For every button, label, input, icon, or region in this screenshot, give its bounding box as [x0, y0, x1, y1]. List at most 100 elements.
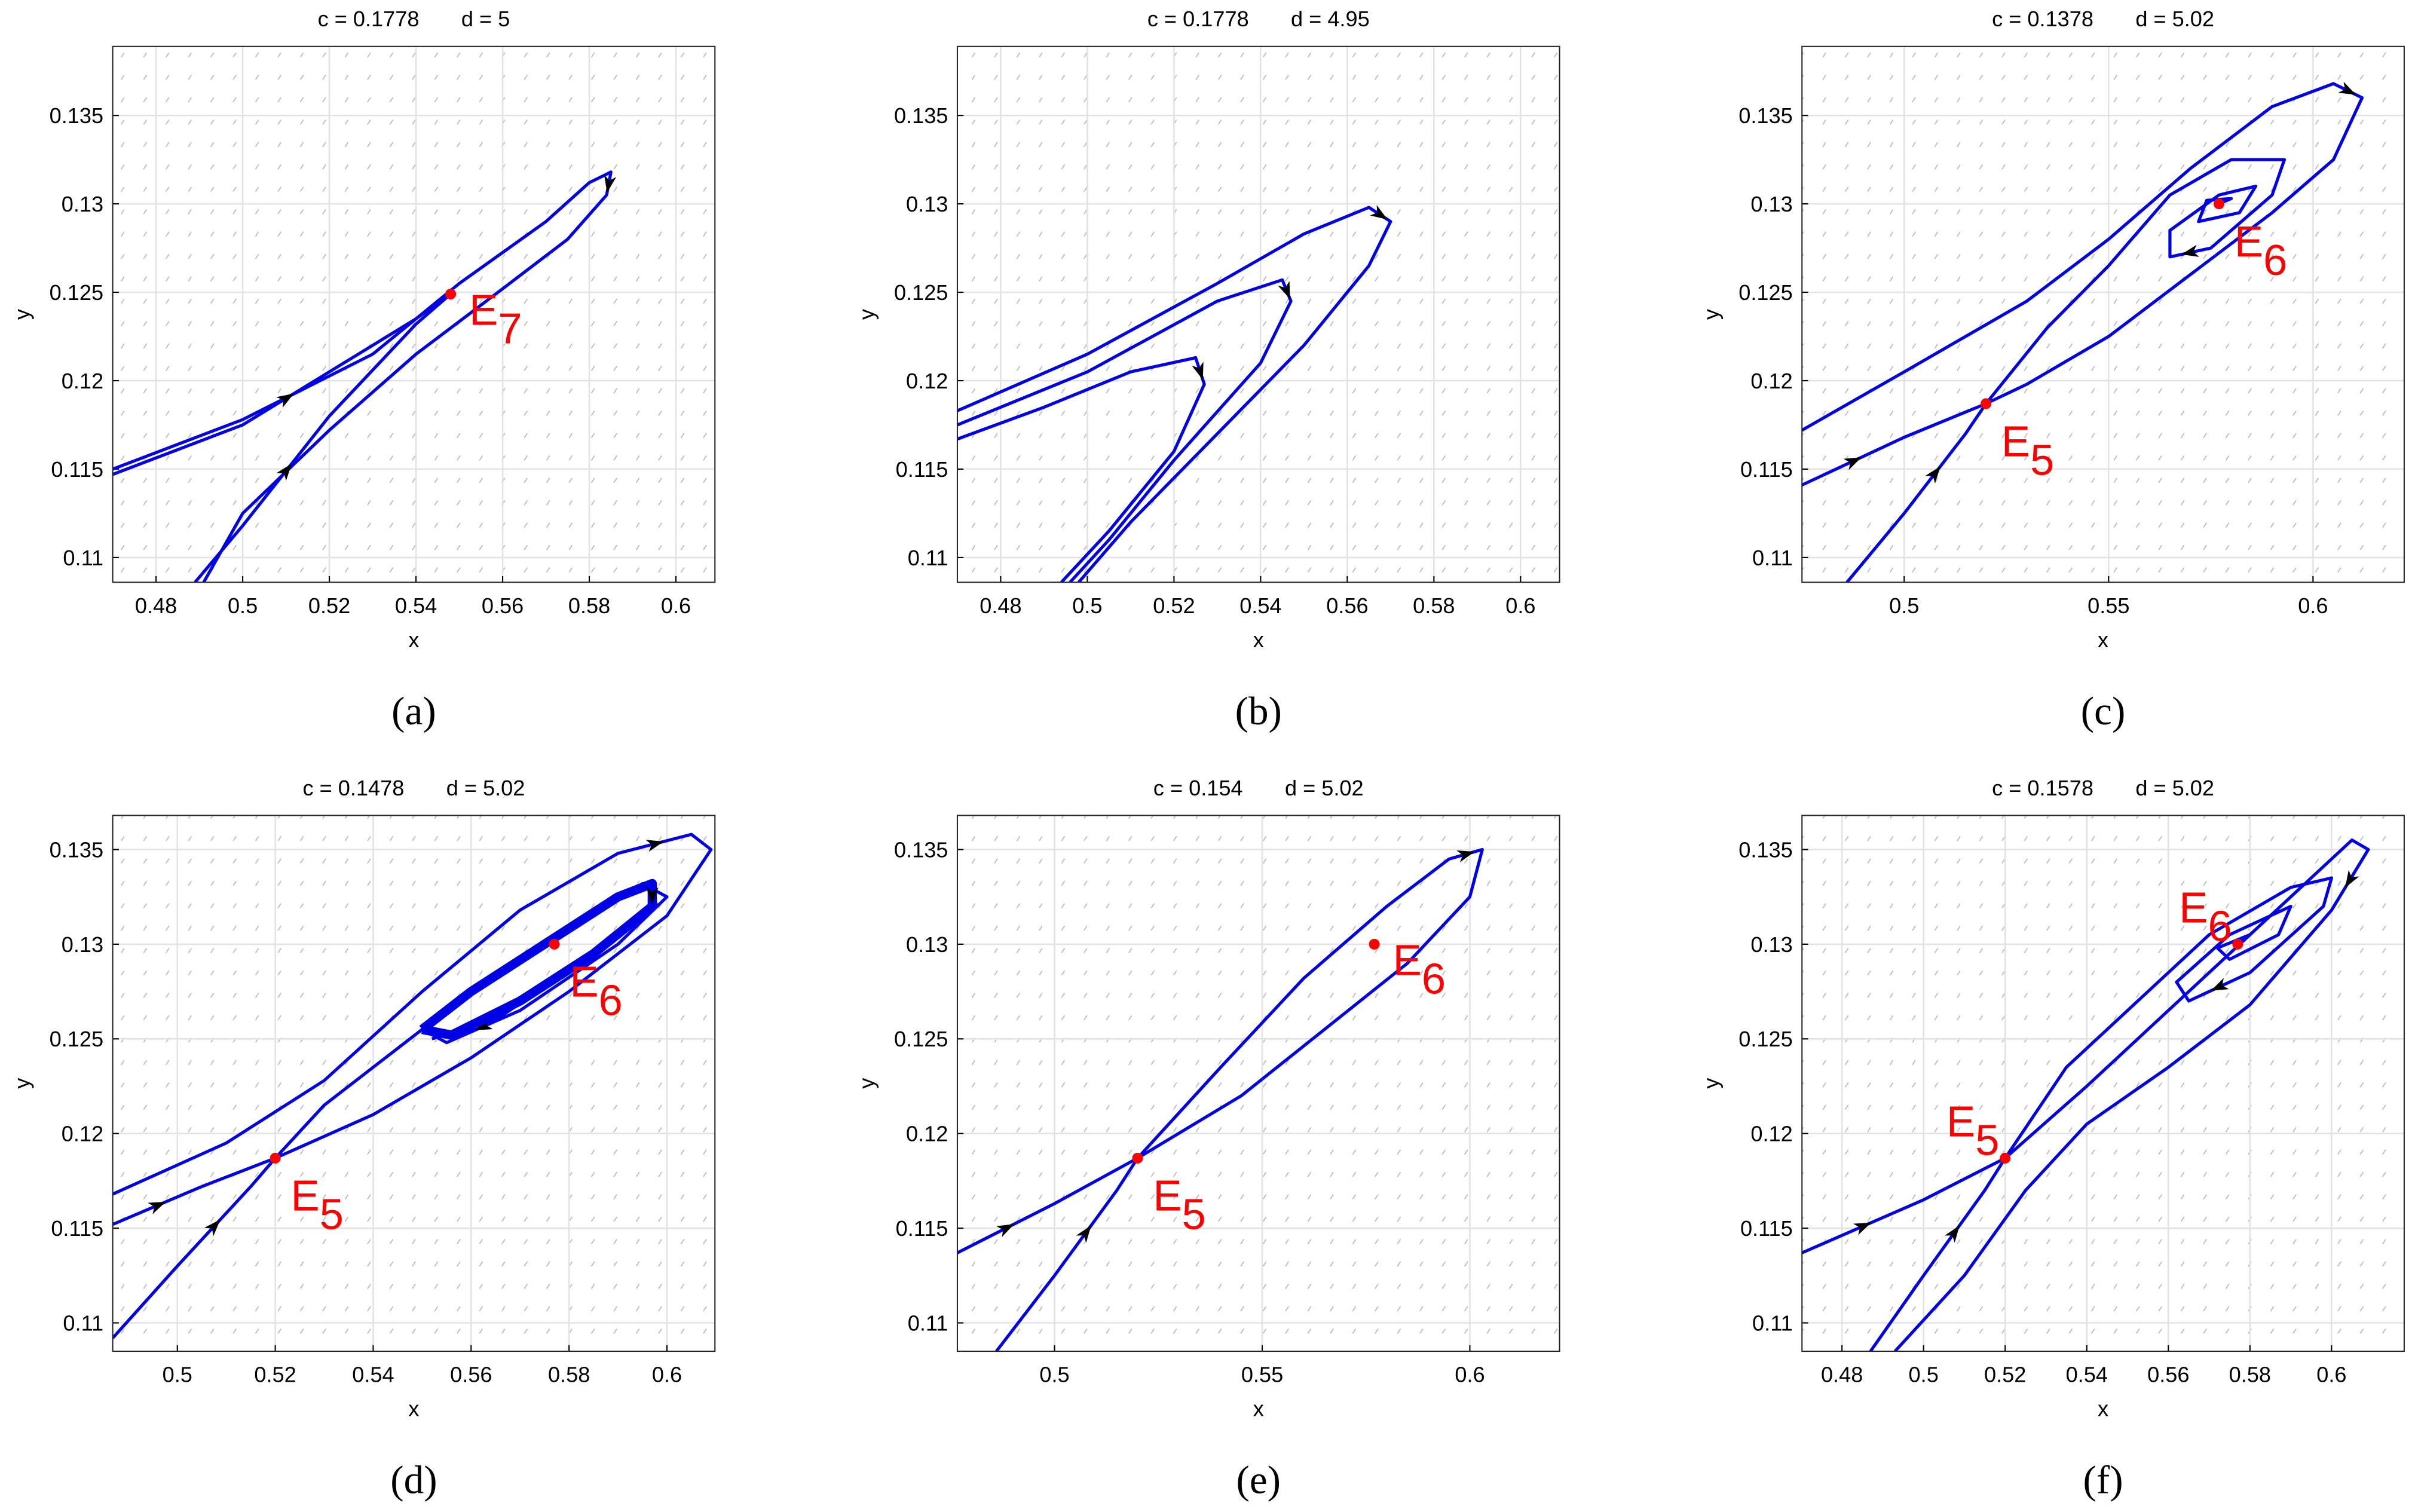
arrow — [1456, 850, 1475, 862]
x-tick-label: 0.56 — [482, 593, 524, 618]
y-tick-label: 0.11 — [1752, 546, 1793, 570]
equilibrium-label: E5 — [1946, 1098, 1999, 1165]
y-axis-label: y — [854, 1078, 879, 1089]
arrow — [2181, 244, 2199, 257]
arrow — [204, 1219, 221, 1236]
y-axis-label: y — [10, 309, 34, 320]
equilibrium-name: E — [469, 287, 498, 335]
equilibrium-name: E — [2179, 884, 2208, 932]
x-tick-label: 0.56 — [450, 1363, 492, 1387]
arrow — [2338, 81, 2356, 95]
arrow — [276, 393, 294, 408]
caption: (d) — [390, 1458, 437, 1502]
y-tick-label: 0.135 — [50, 103, 103, 128]
arrow — [276, 463, 292, 481]
y-tick-label: 0.13 — [1750, 192, 1792, 216]
y-tick-label: 0.135 — [1738, 103, 1792, 128]
y-tick-label: 0.11 — [908, 546, 948, 570]
plot-area — [112, 46, 715, 583]
equilibrium-label: E6 — [2179, 884, 2232, 951]
y-tick-label: 0.11 — [63, 1311, 103, 1335]
equilibrium-index: 5 — [2030, 436, 2054, 484]
chart-title: c = 0.1478 d = 5.02 — [303, 776, 525, 800]
x-axis-label: x — [1253, 628, 1264, 652]
y-tick-label: 0.12 — [1750, 369, 1792, 393]
arrow — [1843, 457, 1862, 470]
caption: (c) — [2081, 688, 2126, 733]
y-tick-label: 0.13 — [62, 192, 103, 216]
equilibrium — [1981, 398, 1992, 409]
panel: 0.48 0.5 0.52 0.54 0.56 0.58 0.6 0.11 0.115 0.12 0… — [854, 7, 1560, 733]
x-tick-label: 0.5 — [1039, 1363, 1069, 1387]
y-tick-label: 0.11 — [908, 1311, 948, 1335]
equilibrium-index: 6 — [1422, 956, 1446, 1003]
x-tick-label: 0.52 — [308, 593, 350, 618]
x-tick-label: 0.58 — [1413, 593, 1455, 618]
arrow — [996, 1224, 1015, 1238]
axes-box — [1801, 45, 2405, 583]
curves — [1802, 838, 2370, 1352]
y-tick-label: 0.13 — [906, 192, 948, 216]
trajectory — [957, 278, 1293, 583]
axes-box — [1801, 815, 2405, 1352]
y-tick-label: 0.125 — [1738, 280, 1792, 305]
y-tick-label: 0.125 — [50, 1027, 103, 1051]
axes-box — [112, 815, 716, 1352]
equilibrium-index: 5 — [1975, 1117, 1999, 1165]
y-axis-label: y — [854, 309, 879, 320]
x-tick-label: 0.55 — [1241, 1363, 1283, 1387]
x-tick-label: 0.6 — [2298, 593, 2328, 618]
equilibrium-name: E — [290, 1173, 319, 1220]
axes-box — [956, 815, 1560, 1352]
equilibrium-name: E — [1946, 1098, 1975, 1146]
arrow — [1278, 281, 1290, 299]
y-tick-label: 0.12 — [1750, 1122, 1792, 1146]
y-tick-label: 0.13 — [1750, 932, 1792, 957]
y-axis-label: y — [10, 1078, 34, 1089]
x-axis-label: x — [408, 1397, 419, 1421]
curves — [112, 170, 617, 583]
equilibrium-label: E6 — [570, 959, 622, 1025]
panel: 0.5 0.55 0.60.110.1150.120.1250.130.135E6E… — [854, 776, 1560, 1502]
y-tick-label: 0.115 — [1740, 457, 1793, 482]
panel: 0.48 0.5 0.52 0.54 0.56 0.58 0.6 0.11 0.115 0.12 0… — [10, 7, 716, 733]
equilibrium — [1369, 938, 1380, 950]
x-tick-label: 0.6 — [2316, 1363, 2346, 1387]
arrow — [2211, 978, 2229, 991]
x-tick-label: 0.56 — [2147, 1363, 2189, 1387]
y-axis-label: y — [1699, 309, 1724, 320]
y-axis-label: y — [1699, 1078, 1724, 1089]
curves — [112, 832, 713, 1339]
caption: (e) — [1236, 1458, 1281, 1502]
trajectory — [2004, 876, 2333, 1159]
x-tick-label: 0.5 — [1889, 593, 1919, 618]
y-tick-label: 0.135 — [894, 103, 948, 128]
equilibrium-index: 7 — [498, 305, 522, 353]
arrow — [1925, 466, 1941, 483]
equilibrium-name: E — [1393, 937, 1422, 985]
equilibrium-label: E5 — [290, 1173, 343, 1239]
trajectory — [1802, 1156, 2006, 1254]
curves — [957, 847, 1484, 1352]
equilibrium-index: 6 — [2263, 237, 2287, 284]
x-tick-label: 0.5 — [1072, 593, 1102, 618]
x-tick-label: 0.58 — [548, 1363, 590, 1387]
chart-title: c = 0.1378 d = 5.02 — [1992, 7, 2214, 31]
arrow — [1192, 362, 1204, 380]
arrow — [646, 887, 659, 905]
y-tick-label: 0.115 — [896, 457, 948, 482]
x-axis-label: x — [2098, 628, 2108, 652]
x-tick-label: 0.55 — [2088, 593, 2129, 618]
trajectory — [957, 1156, 1138, 1254]
x-tick-label: 0.6 — [1505, 593, 1535, 618]
x-tick-label: 0.48 — [135, 593, 177, 618]
plot-area — [112, 815, 715, 1352]
equilibrium — [445, 288, 457, 300]
arrow — [1944, 1225, 1960, 1243]
x-tick-label: 0.6 — [1455, 1363, 1484, 1387]
x-axis-label: x — [408, 628, 419, 652]
y-tick-label: 0.12 — [906, 1122, 948, 1146]
x-tick-label: 0.54 — [395, 593, 437, 618]
equilibrium-index: 6 — [599, 977, 623, 1025]
